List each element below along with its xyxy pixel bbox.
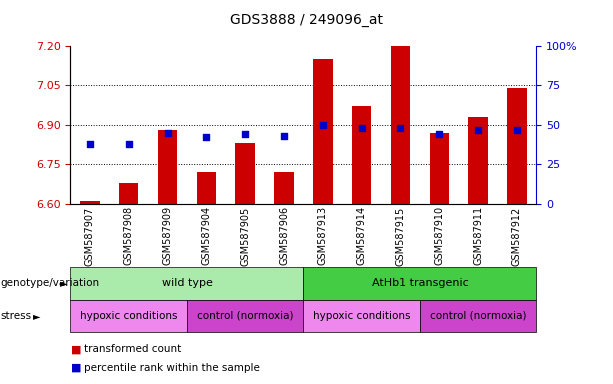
Bar: [391, 46, 410, 204]
Point: [202, 134, 211, 141]
Bar: [275, 172, 294, 204]
Text: transformed count: transformed count: [84, 344, 181, 354]
Text: ►: ►: [60, 278, 67, 288]
Point: [473, 126, 483, 132]
Bar: [430, 132, 449, 204]
Point: [85, 141, 95, 147]
Text: hypoxic conditions: hypoxic conditions: [80, 311, 178, 321]
Point: [279, 133, 289, 139]
Bar: [197, 172, 216, 204]
Point: [240, 131, 250, 137]
Text: genotype/variation: genotype/variation: [0, 278, 99, 288]
Point: [318, 122, 328, 128]
Bar: [352, 106, 371, 204]
Bar: [235, 143, 255, 204]
Text: control (normoxia): control (normoxia): [197, 311, 294, 321]
Bar: [313, 59, 333, 204]
Bar: [507, 88, 527, 204]
Point: [357, 125, 367, 131]
Point: [512, 126, 522, 132]
Point: [124, 141, 134, 147]
Bar: [158, 130, 177, 204]
Point: [162, 129, 172, 136]
Point: [395, 125, 405, 131]
Text: hypoxic conditions: hypoxic conditions: [313, 311, 411, 321]
Bar: [119, 182, 139, 204]
Text: ■: ■: [70, 363, 81, 373]
Text: wild type: wild type: [162, 278, 212, 288]
Text: percentile rank within the sample: percentile rank within the sample: [84, 363, 260, 373]
Text: GDS3888 / 249096_at: GDS3888 / 249096_at: [230, 13, 383, 27]
Text: stress: stress: [0, 311, 31, 321]
Text: control (normoxia): control (normoxia): [430, 311, 527, 321]
Bar: [80, 201, 99, 204]
Text: ►: ►: [33, 311, 40, 321]
Text: AtHb1 transgenic: AtHb1 transgenic: [371, 278, 468, 288]
Point: [435, 131, 444, 137]
Bar: [468, 117, 488, 204]
Text: ■: ■: [70, 344, 81, 354]
